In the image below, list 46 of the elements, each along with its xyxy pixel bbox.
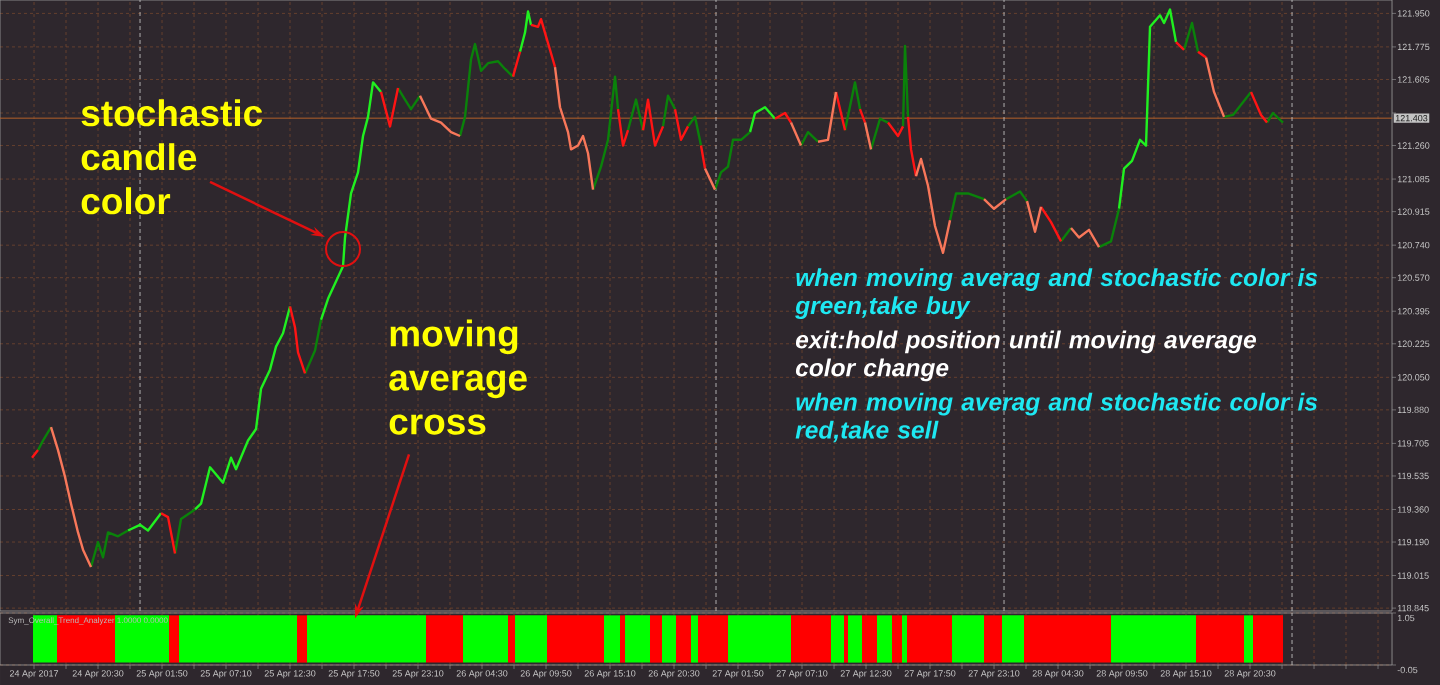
x-tick-label: 27 Apr 17:50	[904, 670, 956, 679]
x-tick-label: 28 Apr 15:10	[1160, 670, 1212, 679]
y-tick-label: 119.015	[1397, 572, 1429, 579]
annotation: when moving averag and stochastic color is red,take sell	[795, 392, 1318, 443]
y-tick-label: 120.915	[1397, 208, 1430, 215]
y-tick-label: 120.225	[1397, 340, 1430, 347]
y-tick-label: 119.535	[1397, 472, 1429, 480]
x-tick-label: 27 Apr 07:10	[776, 670, 828, 679]
y-tick-label: 121.775	[1397, 43, 1430, 51]
y-tick-label: -0.05	[1397, 666, 1418, 674]
x-tick-label: 26 Apr 20:30	[648, 670, 700, 679]
y-tick-label: 120.395	[1397, 308, 1430, 315]
x-tick-label: 26 Apr 15:10	[584, 670, 636, 679]
x-tick-label: 25 Apr 12:30	[264, 670, 316, 679]
annotation: moving average cross	[389, 319, 527, 435]
y-tick-label: 120.050	[1397, 374, 1430, 381]
x-tick-label: 27 Apr 12:30	[840, 670, 892, 679]
y-tick-label: 119.880	[1397, 406, 1429, 414]
x-tick-label: 27 Apr 01:50	[712, 670, 764, 679]
x-tick-label: 26 Apr 09:50	[520, 670, 572, 679]
y-tick-label: 121.260	[1397, 142, 1430, 149]
y-tick-label: 120.570	[1397, 274, 1430, 281]
annotation: stochastic candle color	[81, 99, 263, 215]
y-tick-label: 121.085	[1397, 175, 1430, 183]
y-tick-label: 119.705	[1397, 440, 1429, 447]
y-tick-label: 121.605	[1397, 76, 1430, 83]
y-tick-label: 120.740	[1397, 241, 1430, 249]
y-tick-label: 119.360	[1397, 506, 1429, 513]
x-tick-label: 25 Apr 01:50	[136, 670, 188, 679]
ref-line-label: 121.403	[1395, 114, 1428, 122]
x-tick-label: 24 Apr 20:30	[72, 670, 124, 679]
x-tick-label: 24 Apr 2017	[9, 670, 59, 679]
y-tick-label: 118.845	[1397, 604, 1429, 612]
x-tick-label: 28 Apr 20:30	[1224, 670, 1276, 679]
x-tick-label: 25 Apr 23:10	[392, 670, 444, 679]
x-tick-label: 28 Apr 09:50	[1096, 670, 1148, 679]
annotation: when moving averag and stochastic color is green,take buy	[795, 268, 1318, 320]
x-tick-label: 28 Apr 04:30	[1032, 670, 1084, 679]
x-tick-label: 25 Apr 07:10	[200, 670, 252, 679]
y-tick-label: 121.950	[1397, 10, 1430, 17]
annotation: exit:hold position until moving average color change	[795, 330, 1256, 382]
y-tick-label: 1.05	[1397, 614, 1415, 622]
x-tick-label: 26 Apr 04:30	[456, 670, 508, 679]
x-tick-label: 25 Apr 17:50	[328, 670, 380, 679]
y-tick-label: 119.190	[1397, 538, 1429, 546]
x-tick-label: 27 Apr 23:10	[968, 670, 1020, 679]
